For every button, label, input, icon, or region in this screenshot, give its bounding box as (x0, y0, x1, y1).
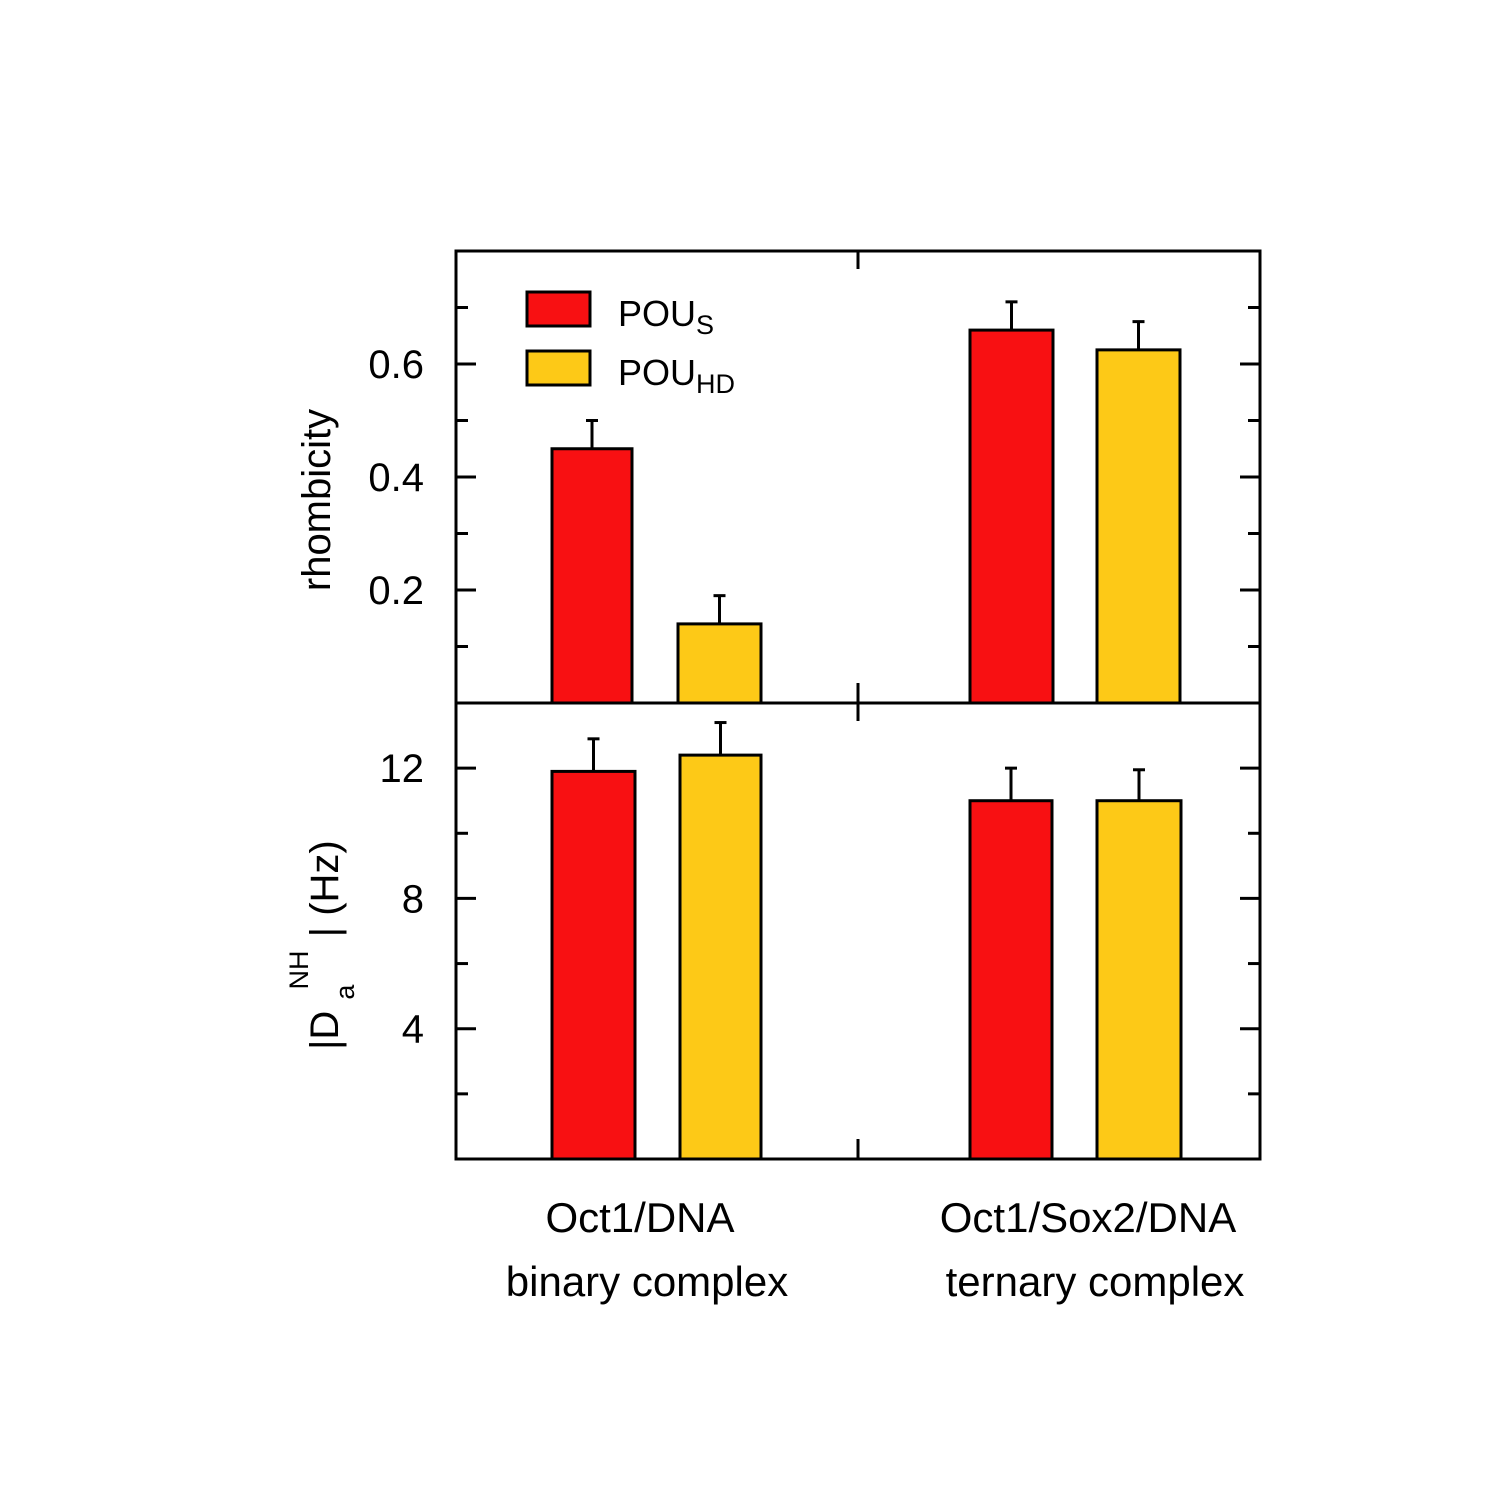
svg-text:|D a NH | (H: |D a NH | (Hz) (273, 840, 363, 1050)
tick-labels-group: 0.2 0.4 0.6 4 8 12 (368, 343, 424, 1052)
bars-group (550, 300, 1183, 1161)
bottom-y-title-superscript: NH (284, 950, 314, 989)
bottom-y-title-subscript: a (330, 984, 360, 1000)
category-label-1-line2: binary complex (506, 1258, 788, 1305)
y-tick-label: 4 (402, 1008, 424, 1052)
legend-label-pous: POUS (618, 293, 714, 340)
bottom-y-title-suffix: | (Hz) (303, 840, 347, 937)
y-tick-label: 0.2 (368, 569, 424, 613)
legend: POUS POUHD (525, 290, 735, 399)
y-tick-label: 8 (402, 877, 424, 921)
category-label-1-line1: Oct1/DNA (545, 1194, 734, 1241)
bottom-y-axis-title: |D a NH | (Hz) (273, 840, 363, 1050)
y-tick-label: 12 (380, 747, 425, 791)
bar-pouhd-ternary (1095, 348, 1182, 705)
bar-pouhd-ternary (1095, 799, 1183, 1161)
legend-swatch-pouhd (525, 349, 592, 387)
bar-pouhd-binary (678, 753, 763, 1161)
bar-pous-ternary (968, 328, 1055, 705)
bar-pous-ternary (968, 799, 1054, 1161)
y-tick-label: 0.6 (368, 343, 424, 387)
bottom-y-title-prefix: |D (303, 1011, 347, 1050)
y-tick-label: 0.4 (368, 456, 424, 500)
bar-pouhd-binary (676, 622, 763, 705)
legend-label-pouhd: POUHD (618, 352, 735, 399)
bar-pous-binary (550, 769, 637, 1161)
axis-ticks (456, 251, 1260, 1159)
top-y-axis-title: rhombicity (295, 409, 339, 591)
category-label-2-line2: ternary complex (946, 1258, 1245, 1305)
bar-pous-binary (550, 447, 634, 705)
category-label-2-line1: Oct1/Sox2/DNA (940, 1194, 1236, 1241)
legend-swatch-pous (525, 290, 592, 328)
